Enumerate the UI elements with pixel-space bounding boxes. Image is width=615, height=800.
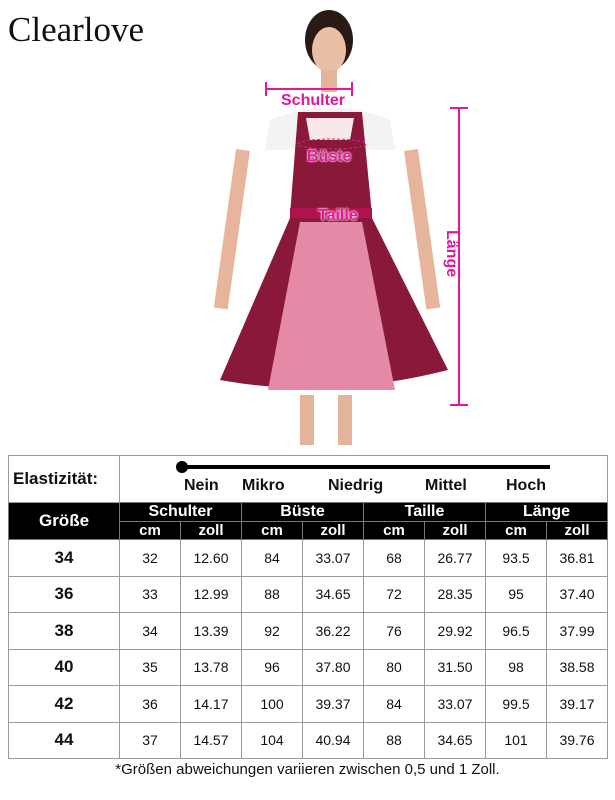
group-header: Schulter xyxy=(119,502,242,522)
value-cell: 33 xyxy=(119,575,181,613)
value-cell: 13.78 xyxy=(180,648,242,686)
table-row: 40 35 13.78 96 37.80 80 31.50 98 38.58 xyxy=(8,648,608,686)
value-cell: 38.58 xyxy=(546,648,608,686)
value-cell: 104 xyxy=(241,721,303,759)
size-cell: 40 xyxy=(8,648,120,686)
value-cell: 92 xyxy=(241,612,303,650)
value-cell: 36.81 xyxy=(546,539,608,577)
value-cell: 101 xyxy=(485,721,547,759)
value-cell: 13.39 xyxy=(180,612,242,650)
elasticity-marker xyxy=(176,461,188,473)
value-cell: 99.5 xyxy=(485,685,547,723)
waist-label: Taille xyxy=(318,207,358,224)
value-cell: 28.35 xyxy=(424,575,486,613)
value-cell: 88 xyxy=(363,721,425,759)
unit-header: zoll xyxy=(424,521,486,540)
model-photo xyxy=(213,10,468,445)
value-cell: 39.37 xyxy=(302,685,364,723)
value-cell: 39.76 xyxy=(546,721,608,759)
table-row: 34 32 12.60 84 33.07 68 26.77 93.5 36.81 xyxy=(8,539,608,577)
value-cell: 32 xyxy=(119,539,181,577)
value-cell: 96 xyxy=(241,648,303,686)
group-header: Länge xyxy=(485,502,608,522)
apron xyxy=(268,222,395,390)
table-row: 44 37 14.57 104 40.94 88 34.65 101 39.76 xyxy=(8,721,608,759)
table-row: 42 36 14.17 100 39.37 84 33.07 99.5 39.17 xyxy=(8,685,608,723)
value-cell: 35 xyxy=(119,648,181,686)
size-cell: 34 xyxy=(8,539,120,577)
length-label: Länge xyxy=(443,230,460,278)
value-cell: 29.92 xyxy=(424,612,486,650)
value-cell: 33.07 xyxy=(302,539,364,577)
level-hoch: Hoch xyxy=(506,477,546,494)
value-cell: 96.5 xyxy=(485,612,547,650)
unit-header: cm xyxy=(485,521,547,540)
group-header: Taille xyxy=(363,502,486,522)
elasticity-row: Elastizität: Nein Mikro Niedrig Mittel H… xyxy=(8,455,608,503)
neck xyxy=(321,70,337,92)
value-cell: 12.60 xyxy=(180,539,242,577)
size-cell: 42 xyxy=(8,685,120,723)
value-cell: 100 xyxy=(241,685,303,723)
value-cell: 72 xyxy=(363,575,425,613)
level-niedrig: Niedrig xyxy=(328,477,384,494)
value-cell: 95 xyxy=(485,575,547,613)
size-cell: 44 xyxy=(8,721,120,759)
value-cell: 34.65 xyxy=(424,721,486,759)
table-row: 38 34 13.39 92 36.22 76 29.92 96.5 37.99 xyxy=(8,612,608,650)
unit-header: zoll xyxy=(546,521,608,540)
group-header: Büste xyxy=(241,502,364,522)
value-cell: 14.17 xyxy=(180,685,242,723)
unit-header: zoll xyxy=(180,521,242,540)
value-cell: 40.94 xyxy=(302,721,364,759)
level-mittel: Mittel xyxy=(425,477,467,494)
bust-label: Büste xyxy=(307,148,352,165)
elasticity-label: Elastizität: xyxy=(8,455,120,503)
sash xyxy=(290,208,372,220)
face xyxy=(312,27,346,73)
unit-header: cm xyxy=(363,521,425,540)
value-cell: 93.5 xyxy=(485,539,547,577)
value-cell: 34 xyxy=(119,612,181,650)
size-cell: 36 xyxy=(8,575,120,613)
unit-header: cm xyxy=(241,521,303,540)
value-cell: 37.99 xyxy=(546,612,608,650)
size-note: *Größen abweichungen variieren zwischen … xyxy=(115,761,500,778)
value-cell: 37 xyxy=(119,721,181,759)
value-cell: 14.57 xyxy=(180,721,242,759)
value-cell: 98 xyxy=(485,648,547,686)
value-cell: 37.40 xyxy=(546,575,608,613)
size-chart-table: Elastizität: Nein Mikro Niedrig Mittel H… xyxy=(8,455,608,759)
level-nein: Nein xyxy=(184,477,219,494)
value-cell: 76 xyxy=(363,612,425,650)
value-cell: 84 xyxy=(363,685,425,723)
value-cell: 12.99 xyxy=(180,575,242,613)
value-cell: 84 xyxy=(241,539,303,577)
value-cell: 68 xyxy=(363,539,425,577)
value-cell: 37.80 xyxy=(302,648,364,686)
value-cell: 26.77 xyxy=(424,539,486,577)
value-cell: 36 xyxy=(119,685,181,723)
size-cell: 38 xyxy=(8,612,120,650)
brand-logo: Clearlove xyxy=(8,10,145,49)
value-cell: 33.07 xyxy=(424,685,486,723)
value-cell: 80 xyxy=(363,648,425,686)
value-cell: 31.50 xyxy=(424,648,486,686)
unit-header: cm xyxy=(119,521,181,540)
table-row: 36 33 12.99 88 34.65 72 28.35 95 37.40 xyxy=(8,575,608,613)
value-cell: 39.17 xyxy=(546,685,608,723)
value-cell: 88 xyxy=(241,575,303,613)
value-cell: 34.65 xyxy=(302,575,364,613)
size-header: Größe xyxy=(8,502,120,540)
elasticity-scale: Nein Mikro Niedrig Mittel Hoch xyxy=(120,456,607,502)
unit-header: zoll xyxy=(302,521,364,540)
value-cell: 36.22 xyxy=(302,612,364,650)
level-mikro: Mikro xyxy=(242,477,285,494)
shoulder-label: Schulter xyxy=(281,92,346,109)
